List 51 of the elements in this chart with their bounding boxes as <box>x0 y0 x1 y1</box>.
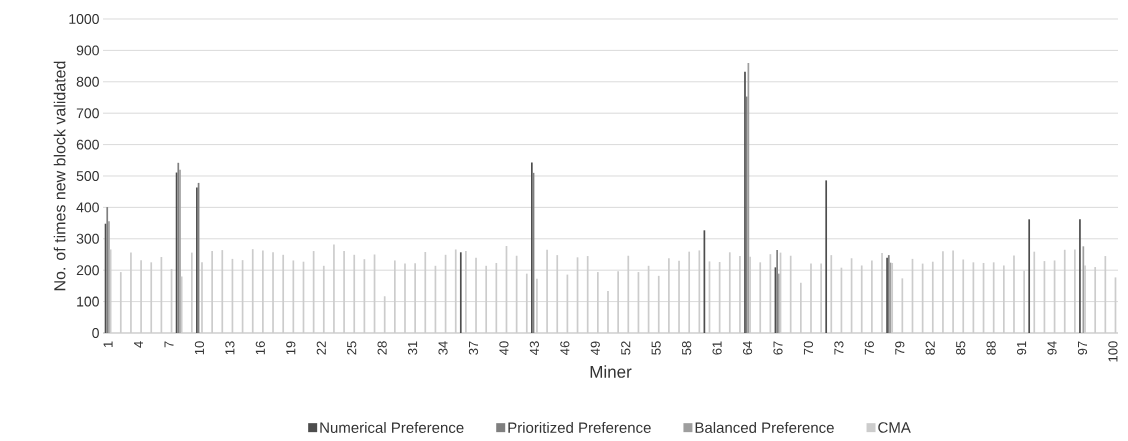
y-axis-title: No. of times new block validated <box>53 61 66 291</box>
x-axis-title: Miner <box>590 365 632 378</box>
x-tick-label: 67 <box>773 341 783 355</box>
x-tick-label: 97 <box>1077 341 1088 355</box>
x-tick-label: 16 <box>255 341 265 355</box>
legend-label: Prioritized Preference <box>508 421 651 433</box>
x-tick-label: 94 <box>1047 341 1057 355</box>
y-tick-label: 200 <box>76 265 99 276</box>
y-tick-label: 300 <box>76 233 99 244</box>
x-tick-label: 64 <box>742 341 753 355</box>
x-tick-label: 28 <box>377 341 387 355</box>
x-tick-label: 4 <box>134 341 144 348</box>
x-tick-label: 61 <box>712 341 722 355</box>
y-tick-label: 600 <box>76 139 99 150</box>
y-tick-label: 400 <box>76 202 99 213</box>
x-tick-label: 13 <box>225 341 235 355</box>
x-tick-label: 1 <box>103 341 113 348</box>
x-tick-label: 100 <box>1108 341 1118 362</box>
x-tick-label: 88 <box>986 341 996 355</box>
x-tick-label: 76 <box>864 341 874 355</box>
x-tick-label: 43 <box>529 341 539 355</box>
x-tick-label: 85 <box>956 341 966 355</box>
legend-label: Numerical Preference <box>320 421 464 433</box>
x-tick-label: 91 <box>1016 341 1027 355</box>
x-tick-label: 31 <box>407 341 418 355</box>
x-tick-label: 82 <box>925 341 935 355</box>
y-tick-label: 800 <box>76 76 99 87</box>
y-tick-label: 100 <box>77 296 99 307</box>
x-tick-label: 52 <box>621 341 631 355</box>
x-tick-label: 34 <box>438 341 448 355</box>
y-tick-label: 500 <box>76 171 99 181</box>
x-tick-label: 79 <box>895 341 905 355</box>
y-tick-label: 900 <box>76 45 99 56</box>
x-tick-label: 7 <box>164 341 174 348</box>
y-tick-label: 1000 <box>69 14 99 24</box>
x-tick-label: 46 <box>560 341 570 355</box>
x-tick-label: 10 <box>194 341 205 355</box>
legend-label: CMA <box>878 422 911 433</box>
x-tick-label: 40 <box>499 341 509 355</box>
y-tick-label: 700 <box>76 108 99 119</box>
x-tick-label: 55 <box>651 341 661 355</box>
x-tick-label: 58 <box>682 341 692 355</box>
x-tick-label: 37 <box>468 341 479 355</box>
legend-label: Balanced Preference <box>695 421 834 433</box>
x-tick-label: 70 <box>803 341 814 355</box>
x-tick-label: 25 <box>347 341 357 355</box>
x-tick-label: 49 <box>590 341 600 355</box>
x-tick-label: 22 <box>316 341 326 355</box>
x-tick-label: 19 <box>286 341 296 355</box>
y-tick-label: 0 <box>92 328 99 338</box>
x-tick-label: 73 <box>834 341 844 355</box>
